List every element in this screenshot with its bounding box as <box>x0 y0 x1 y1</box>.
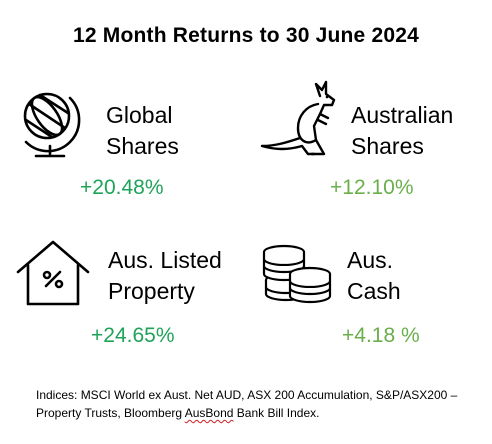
global-shares-return: +20.48% <box>80 176 164 199</box>
indices-footnote: Indices: MSCI World ex Aust. Net AUD, AS… <box>36 388 458 420</box>
spellcheck-word: AusBond <box>184 406 234 420</box>
aus-listed-property-return: +24.65% <box>91 324 175 347</box>
coins-icon <box>262 244 332 304</box>
page-title: 12 Month Returns to 30 June 2024 <box>73 24 419 47</box>
aus-cash-label: Aus. Cash <box>347 247 401 304</box>
house-percent-icon <box>16 240 90 306</box>
aus-cash-return: +4.18 % <box>342 324 420 347</box>
australian-shares-label: Australian Shares <box>351 102 454 159</box>
aus-listed-property-label: Aus. Listed Property <box>108 247 222 304</box>
global-shares-label: Global Shares <box>106 102 179 159</box>
australian-shares-return: +12.10% <box>330 176 414 199</box>
kangaroo-icon <box>260 80 336 156</box>
globe-icon <box>23 92 81 158</box>
